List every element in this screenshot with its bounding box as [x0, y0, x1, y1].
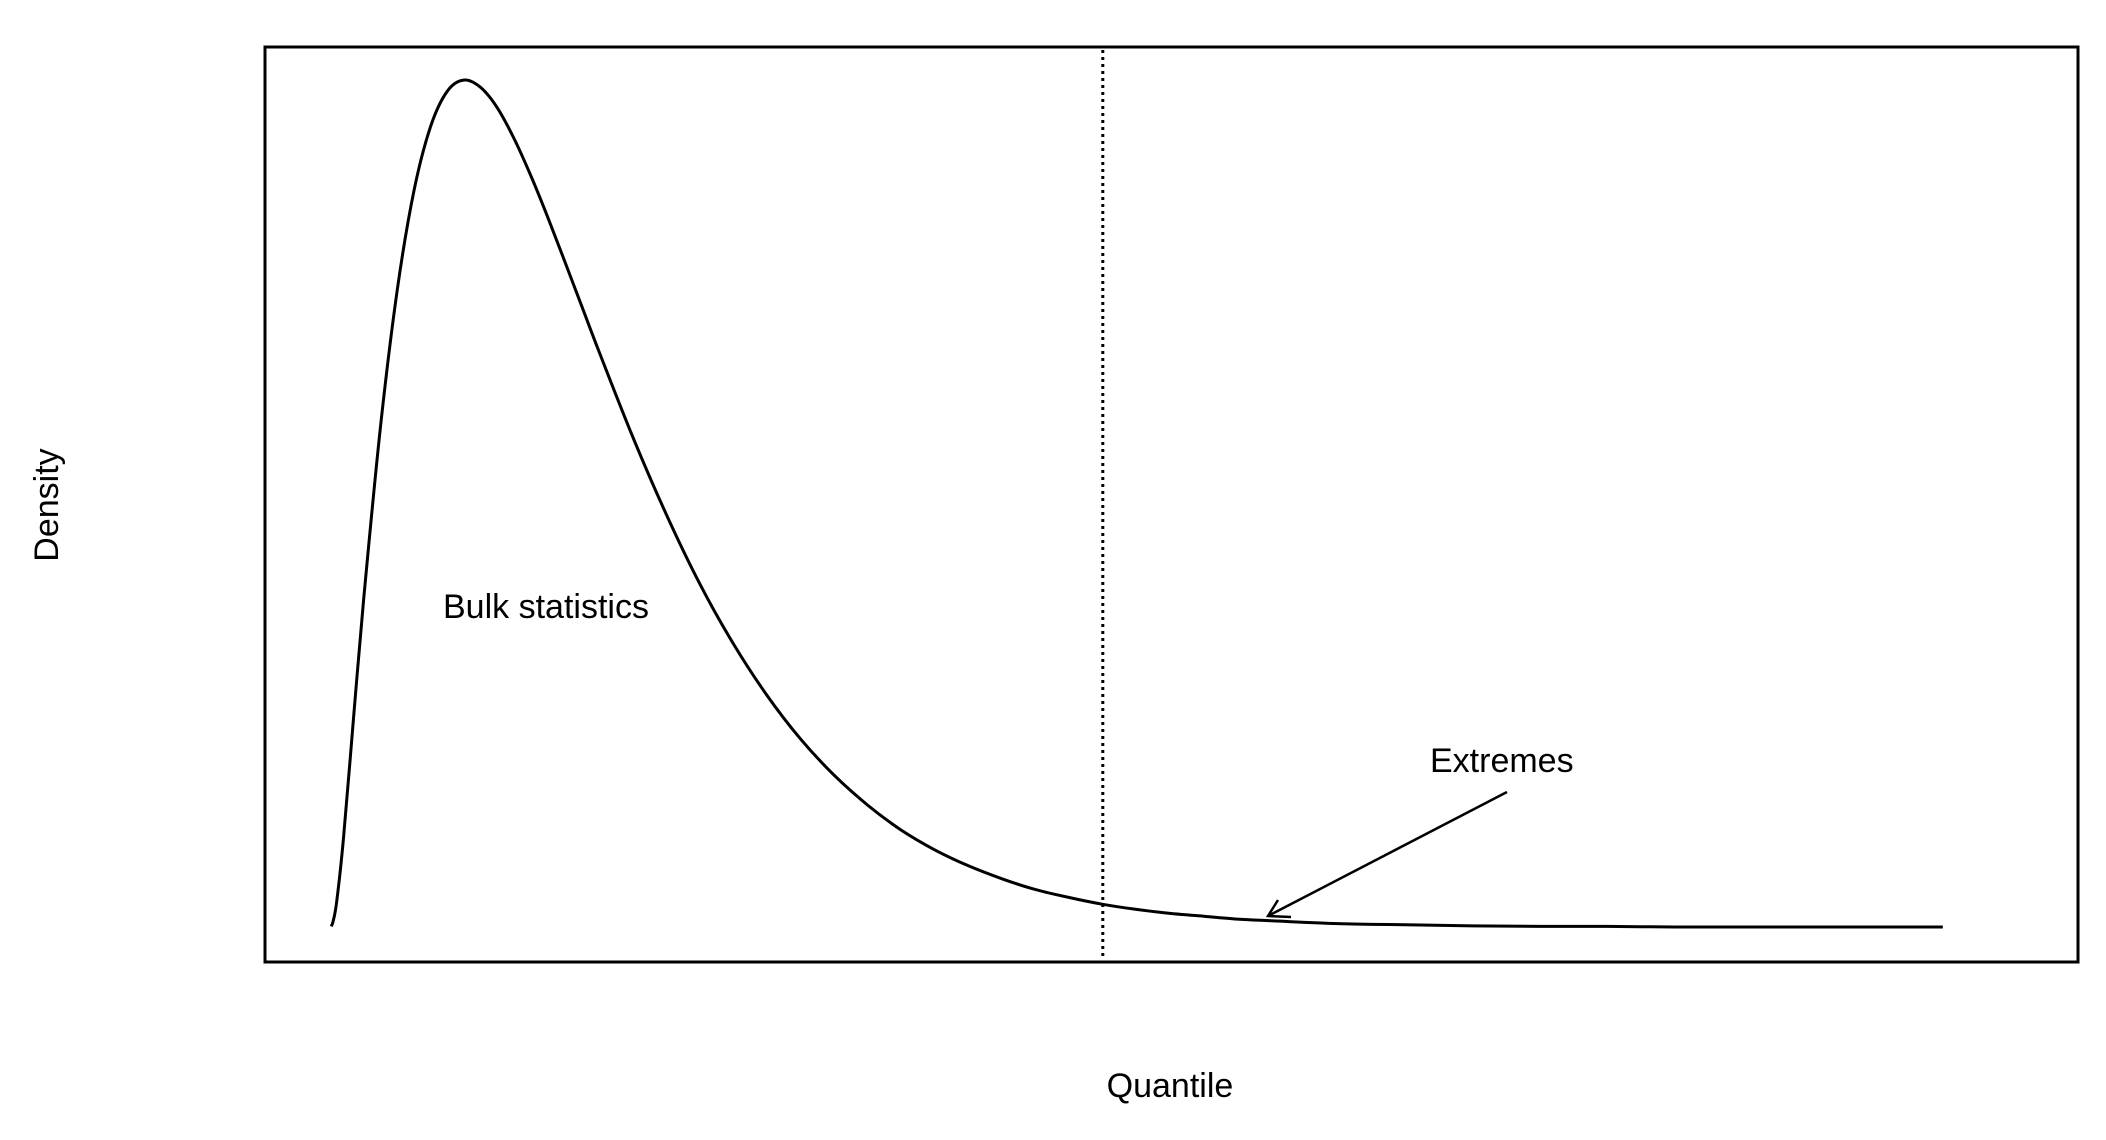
plot-frame	[263, 45, 2080, 964]
y-axis-label: Density	[28, 448, 66, 561]
extremes-arrow	[1265, 790, 1508, 919]
density-curve-layer	[329, 78, 1943, 929]
density-curve-0	[329, 78, 1943, 929]
arrow-shaft	[1267, 790, 1508, 918]
annotation-extremes: Extremes	[1430, 742, 1574, 780]
annotation-bulk-statistics: Bulk statistics	[443, 588, 649, 626]
arrow-head	[1265, 899, 1292, 919]
x-axis-label: Quantile	[1107, 1067, 1234, 1105]
